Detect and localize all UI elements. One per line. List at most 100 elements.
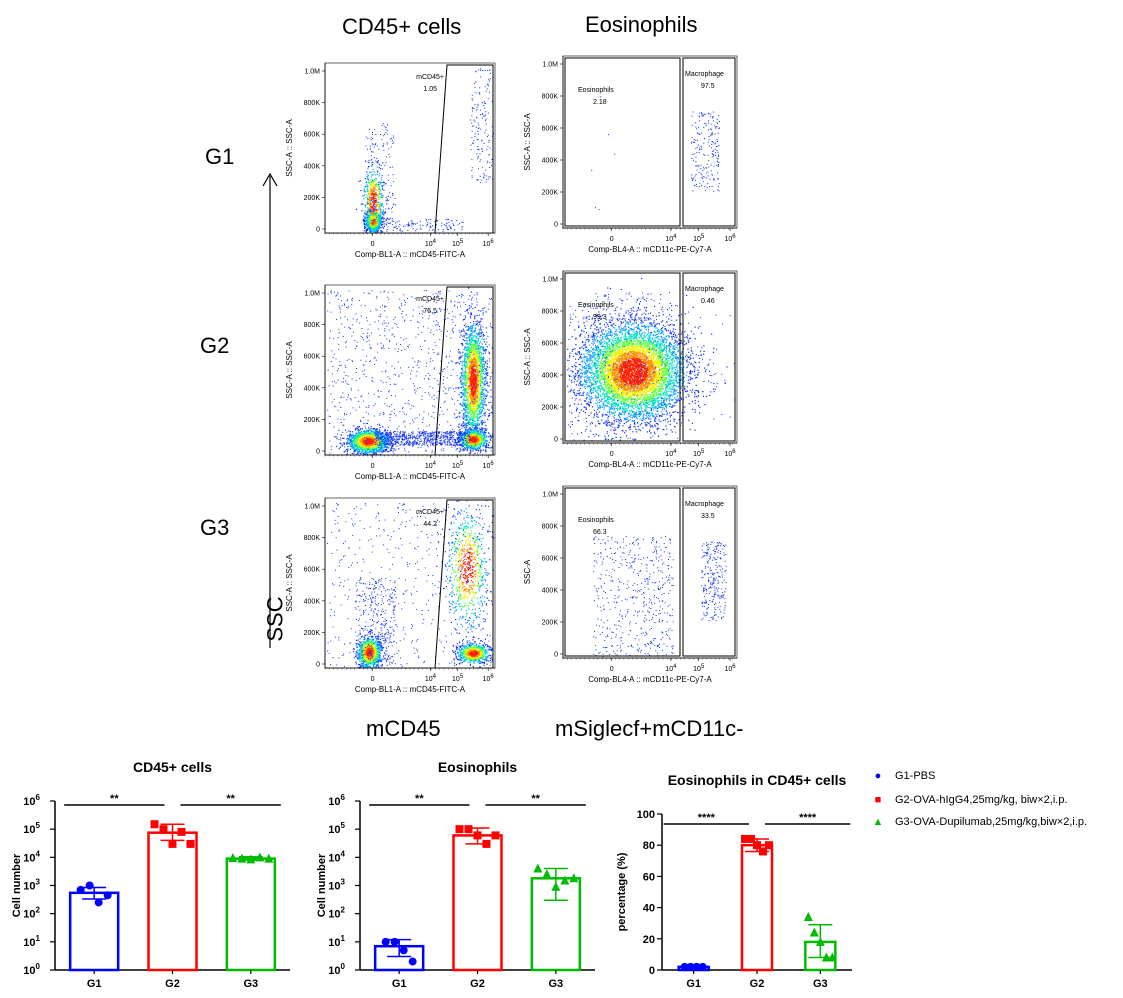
flow-event [358,439,361,441]
flow-event [368,194,370,196]
flow-event [390,196,392,198]
flow-event [472,387,474,389]
flow-event [486,382,488,384]
flow-event [464,374,466,376]
flow-event [371,174,373,176]
flow-event [465,342,467,345]
flow-event [386,446,388,448]
flow-event [362,449,364,451]
flow-event [479,413,481,415]
flow-event [379,450,381,452]
flow-event [382,196,384,198]
flow-event [479,109,481,111]
flow-event [360,434,362,436]
flow-event [373,451,375,453]
flow-event [464,353,466,355]
flow-event [392,438,394,440]
flow-event [467,356,469,359]
flow-event [482,358,484,360]
flow-event [482,395,484,397]
flow-event [378,225,380,227]
flow-event [475,364,477,366]
flow-event [368,228,370,229]
flow-event [373,431,375,433]
flow-event [377,220,379,222]
flow-event [379,215,381,217]
flow-event [363,224,365,226]
flow-event [364,227,366,229]
flow-event [422,225,424,227]
flow-event [370,231,372,233]
flow-event [411,222,413,224]
flow-event [370,216,372,218]
flow-event [375,225,377,227]
flow-event [376,229,378,231]
flow-event [371,229,373,231]
flow-event [372,208,374,211]
flow-event [479,153,481,155]
flow-event [355,441,357,443]
flow-event [489,378,491,380]
flow-event [365,136,367,138]
flow-event [465,365,467,367]
flow-event [375,447,377,449]
flow-event [371,182,373,184]
flow-event [481,409,483,411]
flow-event [369,194,371,196]
flow-event [363,198,365,200]
flow-event [381,175,383,176]
flow-event [377,220,379,222]
flow-event [469,407,471,410]
flow-event [357,441,359,443]
flow-event [383,214,385,216]
flow-event [376,204,378,206]
flow-event [343,443,345,445]
flow-event [369,187,371,189]
flow-event [480,69,482,71]
flow-event [473,416,475,418]
flow-event [471,404,473,406]
flow-event [472,110,473,112]
flow-y-tick-label: 1.0M [304,69,320,76]
flow-event [347,448,349,450]
flow-event [363,441,365,443]
flow-event [459,314,461,316]
flow-event [474,423,476,425]
flow-event [470,149,472,151]
flow-event [372,189,375,191]
flow-event [382,226,384,228]
flow-event [386,143,388,145]
flow-event [465,372,467,374]
flow-event [372,193,374,195]
flow-event [465,353,467,355]
flow-event [366,201,368,203]
flow-event [476,378,478,380]
flow-event [481,402,483,404]
flow-event [428,229,430,231]
flow-event [374,195,376,197]
flow-event [373,442,375,444]
flow-event [481,358,483,360]
flow-event [363,218,365,220]
flow-event [474,393,476,395]
col-title-cd45: CD45+ cells [342,14,462,39]
flow-event [479,408,482,410]
flow-event [373,185,375,187]
flow-event [465,361,467,364]
flow-event [464,378,466,381]
flow-event [470,313,472,315]
flow-event [364,446,366,448]
flow-event [474,327,477,329]
flow-event [478,333,480,335]
flow-event [470,355,472,357]
flow-event [484,394,486,396]
flow-event [362,440,364,442]
flow-event [447,219,449,221]
flow-event [368,446,370,448]
flow-event [484,371,486,373]
flow-event [366,194,368,196]
flow-event [393,220,395,222]
flow-event [350,443,352,445]
flow-event [379,449,381,451]
